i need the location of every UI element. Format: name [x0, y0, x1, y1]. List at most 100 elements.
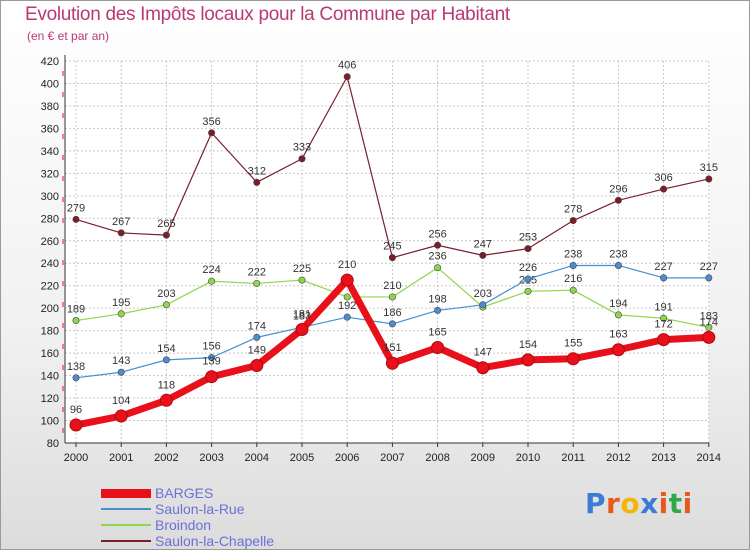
- data-label-barges: 154: [519, 339, 537, 351]
- data-point-barges: [340, 273, 354, 287]
- data-label-saulon-la-rue: 174: [248, 320, 266, 332]
- data-point-barges: [205, 370, 219, 384]
- data-label-saulon-la-chapelle: 279: [67, 202, 85, 214]
- y-tick-label: 200: [41, 303, 59, 315]
- data-point-saulon-la-chapelle: [524, 245, 532, 253]
- data-point-saulon-la-chapelle: [117, 229, 125, 237]
- data-point-saulon-la-chapelle: [72, 215, 80, 223]
- data-point-saulon-la-rue: [253, 333, 261, 341]
- data-point-barges: [159, 393, 173, 407]
- data-point-broindon: [434, 264, 442, 272]
- data-point-saulon-la-rue: [614, 261, 622, 269]
- data-label-saulon-la-rue: 238: [564, 248, 582, 260]
- data-label-saulon-la-chapelle: 406: [338, 60, 356, 72]
- y-tick-label: 260: [41, 236, 59, 248]
- data-label-barges: 96: [70, 404, 82, 416]
- data-label-barges: 163: [609, 329, 627, 341]
- data-point-saulon-la-rue: [569, 261, 577, 269]
- x-tick-label: 2004: [245, 452, 269, 464]
- data-label-broindon: 189: [67, 304, 85, 316]
- data-label-saulon-la-chapelle: 265: [157, 218, 175, 230]
- data-point-barges: [611, 343, 625, 357]
- data-point-barges: [385, 356, 399, 370]
- legend-swatch: [101, 488, 151, 498]
- legend-label: Saulon-la-Rue: [155, 501, 245, 517]
- data-point-saulon-la-chapelle: [208, 129, 216, 137]
- logo-letter: P: [585, 487, 607, 520]
- y-tick-label: 280: [41, 213, 59, 225]
- data-point-saulon-la-chapelle: [162, 231, 170, 239]
- data-label-saulon-la-chapelle: 333: [293, 142, 311, 154]
- data-point-barges: [476, 361, 490, 375]
- data-point-broindon: [524, 287, 532, 295]
- x-tick-label: 2007: [380, 452, 404, 464]
- data-point-saulon-la-rue: [660, 274, 668, 282]
- legend-label: BARGES: [155, 485, 214, 501]
- data-label-saulon-la-chapelle: 306: [654, 172, 672, 184]
- x-tick-label: 2013: [651, 452, 675, 464]
- data-point-barges: [566, 352, 580, 366]
- x-tick-label: 2005: [290, 452, 314, 464]
- x-tick-label: 2002: [154, 452, 178, 464]
- data-label-broindon: 216: [564, 273, 582, 285]
- logo-letter: x: [640, 487, 659, 520]
- data-point-broindon: [117, 310, 125, 318]
- data-label-saulon-la-chapelle: 267: [112, 216, 130, 228]
- data-label-broindon: 203: [157, 288, 175, 300]
- y-tick-label: 140: [41, 371, 59, 383]
- data-label-saulon-la-rue: 154: [157, 343, 175, 355]
- legend-item-barges: BARGES: [101, 485, 361, 501]
- data-label-saulon-la-rue: 192: [338, 300, 356, 312]
- data-label-broindon: 222: [248, 266, 266, 278]
- data-label-broindon: 194: [609, 298, 627, 310]
- data-label-saulon-la-rue: 238: [609, 248, 627, 260]
- data-point-saulon-la-rue: [343, 313, 351, 321]
- data-label-barges: 149: [248, 344, 266, 356]
- legend-label: Broindon: [155, 517, 212, 533]
- data-label-saulon-la-chapelle: 256: [428, 228, 446, 240]
- data-point-saulon-la-rue: [162, 356, 170, 364]
- data-point-saulon-la-rue: [208, 354, 216, 362]
- x-tick-label: 2008: [425, 452, 449, 464]
- data-point-saulon-la-chapelle: [479, 251, 487, 259]
- data-label-barges: 181: [293, 309, 311, 321]
- data-point-saulon-la-chapelle: [660, 185, 668, 193]
- logo-letter: i: [682, 487, 693, 520]
- data-label-barges: 151: [383, 342, 401, 354]
- legend-item-saulon-la-rue: Saulon-la-Rue: [101, 501, 361, 517]
- data-point-barges: [114, 409, 128, 423]
- x-tick-label: 2011: [561, 452, 585, 464]
- data-label-saulon-la-rue: 186: [383, 307, 401, 319]
- legend-item-broindon: Broindon: [101, 517, 361, 533]
- plot-area: [65, 61, 709, 443]
- data-point-saulon-la-chapelle: [343, 73, 351, 81]
- y-tick-label: 360: [41, 123, 59, 135]
- data-label-saulon-la-chapelle: 253: [519, 232, 537, 244]
- x-tick-label: 2003: [199, 452, 223, 464]
- data-label-saulon-la-chapelle: 278: [564, 204, 582, 216]
- x-tick-label: 2001: [109, 452, 133, 464]
- data-point-broindon: [388, 293, 396, 301]
- data-label-broindon: 224: [202, 264, 220, 276]
- legend: BARGES Saulon-la-Rue Broindon Saulon-la-Cha…: [101, 485, 361, 549]
- data-label-saulon-la-rue: 227: [654, 261, 672, 273]
- x-tick-label: 2000: [64, 452, 88, 464]
- data-point-saulon-la-rue: [434, 306, 442, 314]
- data-label-barges: 174: [700, 316, 718, 328]
- data-point-barges: [69, 418, 83, 432]
- y-tick-label: 220: [41, 281, 59, 293]
- data-point-saulon-la-rue: [524, 275, 532, 283]
- data-label-barges: 172: [654, 319, 672, 331]
- data-label-barges: 210: [338, 259, 356, 271]
- legend-swatch: [101, 508, 151, 510]
- data-label-saulon-la-rue: 203: [474, 288, 492, 300]
- y-tick-label: 120: [41, 393, 59, 405]
- logo-letter: t: [668, 487, 683, 520]
- x-tick-label: 2012: [606, 452, 630, 464]
- data-point-broindon: [72, 317, 80, 325]
- data-label-broindon: 195: [112, 297, 130, 309]
- chart-subtitle: (en € et par an): [27, 29, 110, 43]
- y-tick-label: 320: [41, 168, 59, 180]
